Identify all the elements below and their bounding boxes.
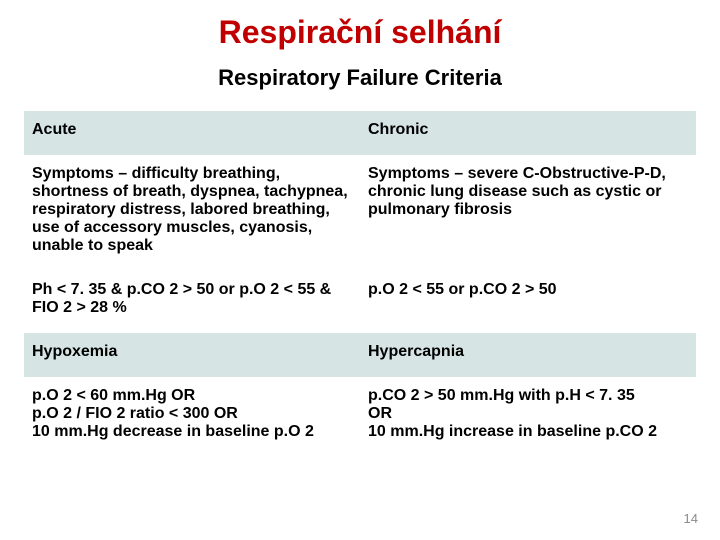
table-row: Acute Chronic bbox=[24, 111, 696, 155]
cell-hypoxemia-criteria: p.O 2 < 60 mm.Hg ORp.O 2 / FIO 2 ratio <… bbox=[24, 377, 360, 457]
page-number: 14 bbox=[684, 511, 698, 526]
cell-hypercapnia-header: Hypercapnia bbox=[360, 333, 696, 377]
cell-hypercapnia-criteria: p.CO 2 > 50 mm.Hg with p.H < 7. 35OR10 m… bbox=[360, 377, 696, 457]
table-row: Ph < 7. 35 & p.CO 2 > 50 or p.O 2 < 55 &… bbox=[24, 271, 696, 333]
cell-chronic-values: p.O 2 < 55 or p.CO 2 > 50 bbox=[360, 271, 696, 333]
cell-hypoxemia-header: Hypoxemia bbox=[24, 333, 360, 377]
cell-acute-values: Ph < 7. 35 & p.CO 2 > 50 or p.O 2 < 55 &… bbox=[24, 271, 360, 333]
cell-chronic-header: Chronic bbox=[360, 111, 696, 155]
cell-chronic-symptoms: Symptoms – severe C-Obstructive-P-D, chr… bbox=[360, 155, 696, 271]
table-row: Symptoms – difficulty breathing, shortne… bbox=[24, 155, 696, 271]
page-subtitle: Respiratory Failure Criteria bbox=[24, 65, 696, 91]
criteria-table: Acute Chronic Symptoms – difficulty brea… bbox=[24, 111, 696, 457]
slide: Respirační selhání Respiratory Failure C… bbox=[0, 0, 720, 540]
page-title: Respirační selhání bbox=[24, 14, 696, 51]
table-row: Hypoxemia Hypercapnia bbox=[24, 333, 696, 377]
cell-acute-symptoms: Symptoms – difficulty breathing, shortne… bbox=[24, 155, 360, 271]
cell-acute-header: Acute bbox=[24, 111, 360, 155]
table-row: p.O 2 < 60 mm.Hg ORp.O 2 / FIO 2 ratio <… bbox=[24, 377, 696, 457]
